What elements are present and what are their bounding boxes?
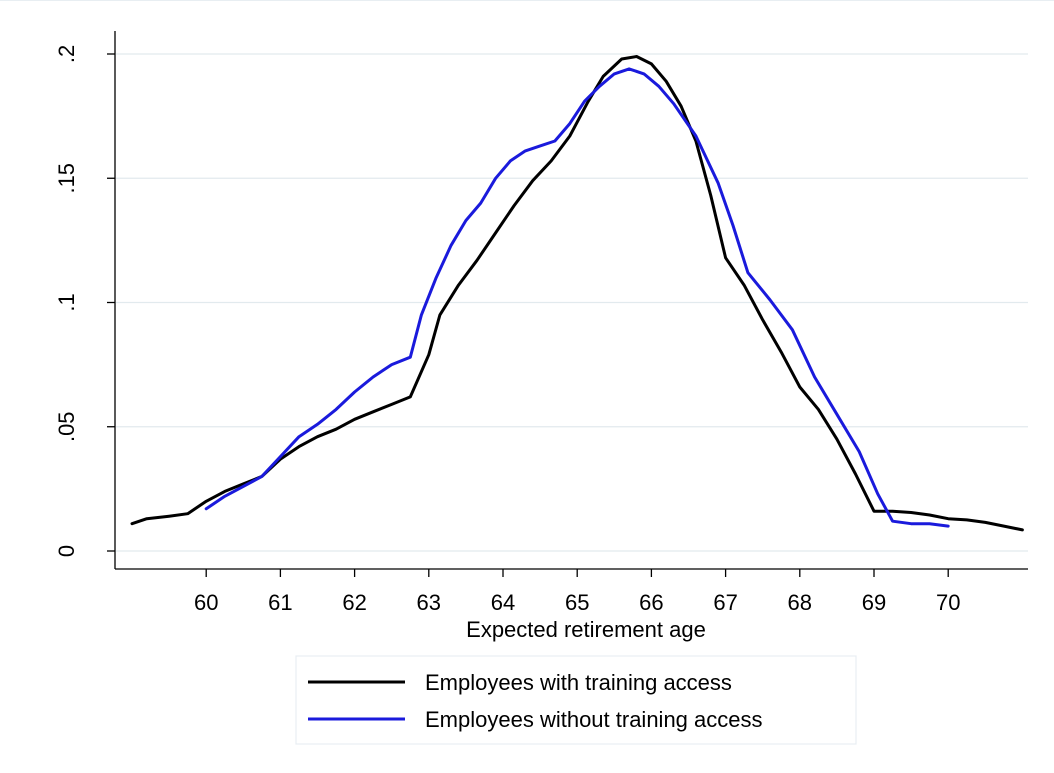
y-tick-label: .15 [54, 163, 79, 194]
axes: 0 .05 .1 .15 .2 60 61 62 63 64 65 66 67 68 69 70 [54, 31, 1028, 615]
y-tick-label: 0 [54, 545, 79, 557]
x-tick-label: 65 [565, 590, 589, 615]
y-tick-label: .2 [54, 45, 79, 63]
legend-label-2: Employees without training access [425, 707, 763, 732]
series-line-2 [204, 67, 950, 528]
legend-label-1: Employees with training access [425, 670, 732, 695]
legend-box [295, 655, 857, 745]
x-tick-label: 66 [639, 590, 663, 615]
x-tick-label: 67 [713, 590, 737, 615]
gridlines [116, 53, 1028, 552]
y-tick-label: .1 [54, 293, 79, 311]
x-tick-label: 68 [788, 590, 812, 615]
x-axis-title: Expected retirement age [466, 617, 706, 642]
x-tick-label: 60 [194, 590, 218, 615]
legend: Employees with training access Employees … [295, 655, 857, 745]
series-lines [130, 55, 1024, 532]
x-tick-label: 69 [862, 590, 886, 615]
x-tick-label: 63 [417, 590, 441, 615]
x-tick-label: 61 [268, 590, 292, 615]
series-line-1 [130, 55, 1024, 532]
x-tick-label: 62 [342, 590, 366, 615]
y-tick-label: .05 [54, 411, 79, 442]
x-tick-label: 70 [936, 590, 960, 615]
x-tick-label: 64 [491, 590, 515, 615]
